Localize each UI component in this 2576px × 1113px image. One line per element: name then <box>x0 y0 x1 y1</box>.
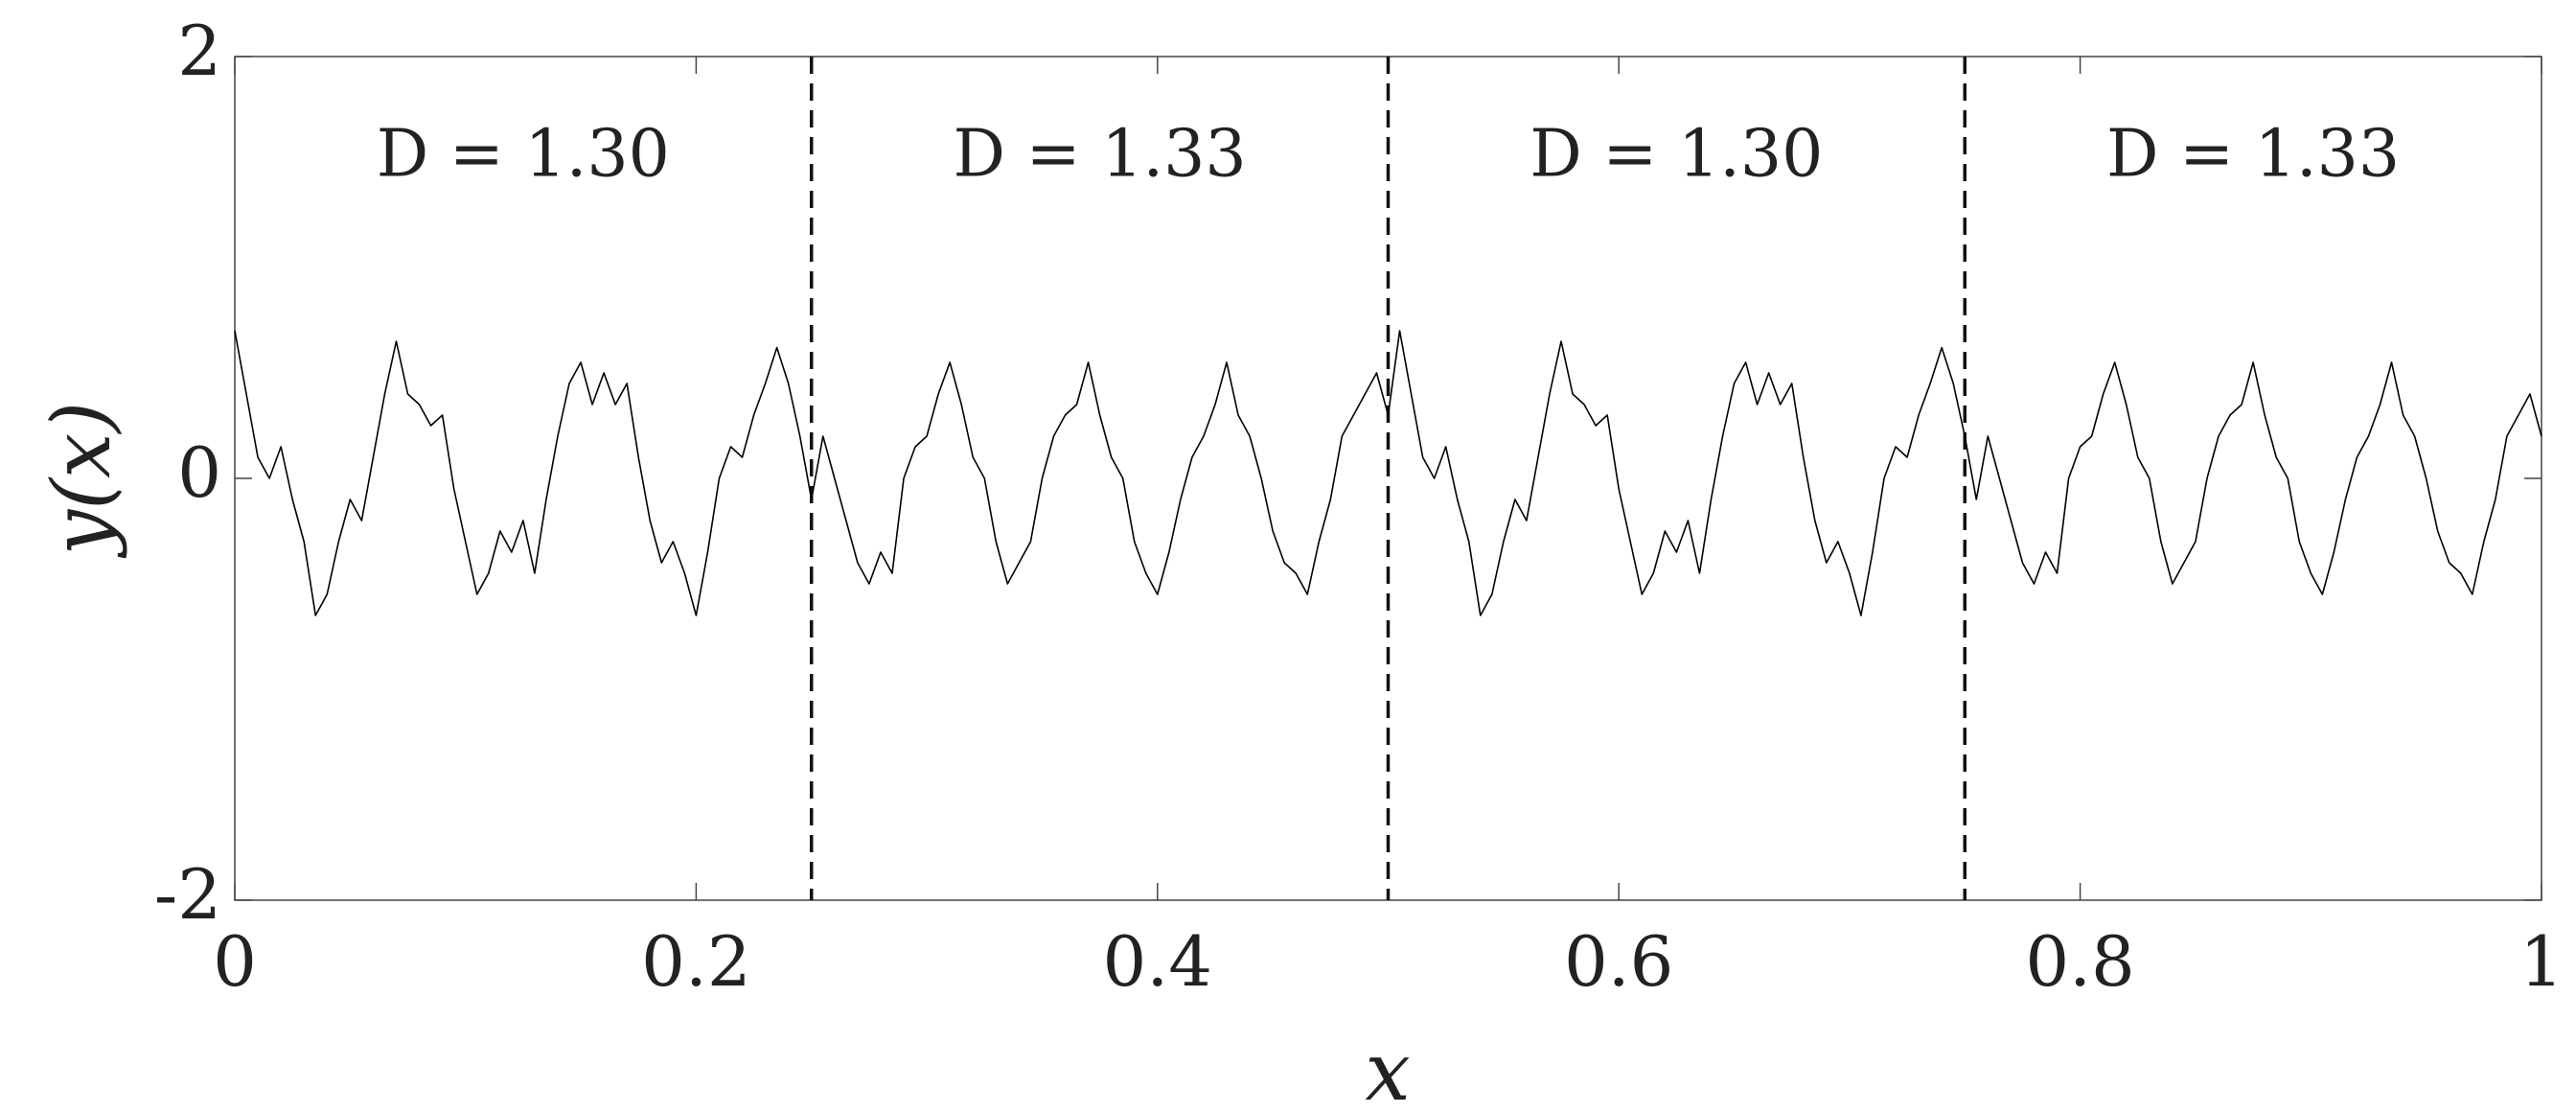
annotation: D = 1.30 <box>1530 117 1823 193</box>
y-axis-label: y(x) <box>34 402 128 559</box>
annotation: D = 1.33 <box>2106 117 2400 193</box>
annotation: D = 1.30 <box>377 117 670 193</box>
x-tick-label: 1 <box>2519 921 2564 1002</box>
x-tick-label: 0.4 <box>1103 921 1213 1002</box>
x-tick-label: 0.6 <box>1564 921 1674 1002</box>
x-tick-label: 0.8 <box>2025 921 2135 1002</box>
y-tick-label: -2 <box>154 854 221 935</box>
x-tick-label: 0.2 <box>641 921 751 1002</box>
annotation: D = 1.33 <box>954 117 1247 193</box>
y-tick-label: 2 <box>177 11 221 91</box>
y-tick-label: 0 <box>177 432 221 513</box>
x-tick-label: 0 <box>213 921 257 1002</box>
signal-line <box>234 330 2542 616</box>
x-axis-label: x <box>1365 1025 1410 1113</box>
